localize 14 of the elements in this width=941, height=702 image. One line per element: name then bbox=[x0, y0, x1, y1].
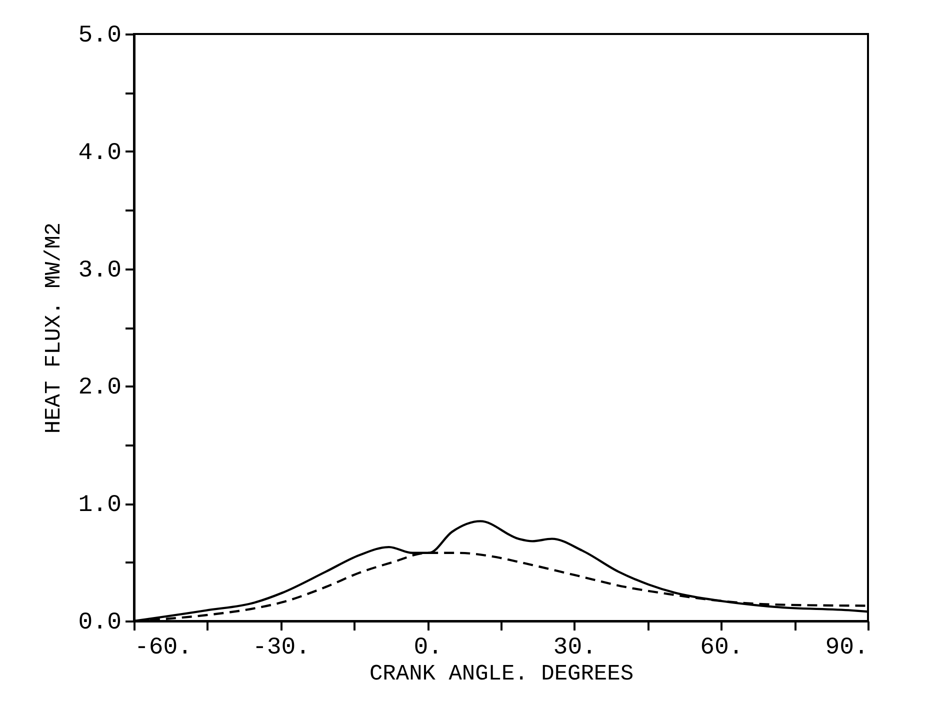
y-tick-label: 3.0 bbox=[78, 257, 122, 284]
x-tick-label: -60. bbox=[134, 634, 192, 662]
x-tick-label: 0. bbox=[414, 634, 443, 662]
x-axis-title: CRANK ANGLE. DEGREES bbox=[369, 662, 634, 686]
y-tick-label: 2.0 bbox=[78, 374, 122, 402]
x-tick-label: -30. bbox=[252, 634, 310, 662]
x-tick-label: 60. bbox=[700, 634, 744, 662]
y-tick-label: 5.0 bbox=[78, 22, 122, 50]
y-tick-label: 0.0 bbox=[78, 610, 122, 636]
y-tick-label: 1.0 bbox=[78, 492, 122, 520]
x-tick-label: 90. bbox=[825, 634, 868, 662]
y-axis-title: HEAT FLUX. MW/M2 bbox=[41, 222, 66, 434]
x-tick-label: 30. bbox=[553, 634, 597, 662]
y-tick-label: 4.0 bbox=[78, 140, 122, 167]
